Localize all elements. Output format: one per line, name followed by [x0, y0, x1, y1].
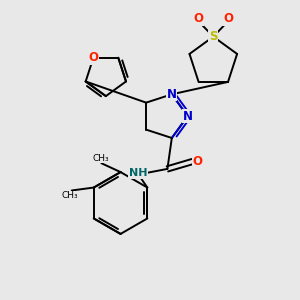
Text: O: O: [193, 155, 203, 168]
Text: N: N: [167, 88, 177, 101]
Text: S: S: [209, 30, 218, 43]
Text: NH: NH: [129, 168, 147, 178]
Text: CH₃: CH₃: [92, 154, 109, 163]
Text: CH₃: CH₃: [62, 191, 79, 200]
Text: N: N: [183, 110, 193, 123]
Text: O: O: [223, 13, 233, 26]
Text: O: O: [88, 51, 98, 64]
Text: O: O: [194, 13, 204, 26]
